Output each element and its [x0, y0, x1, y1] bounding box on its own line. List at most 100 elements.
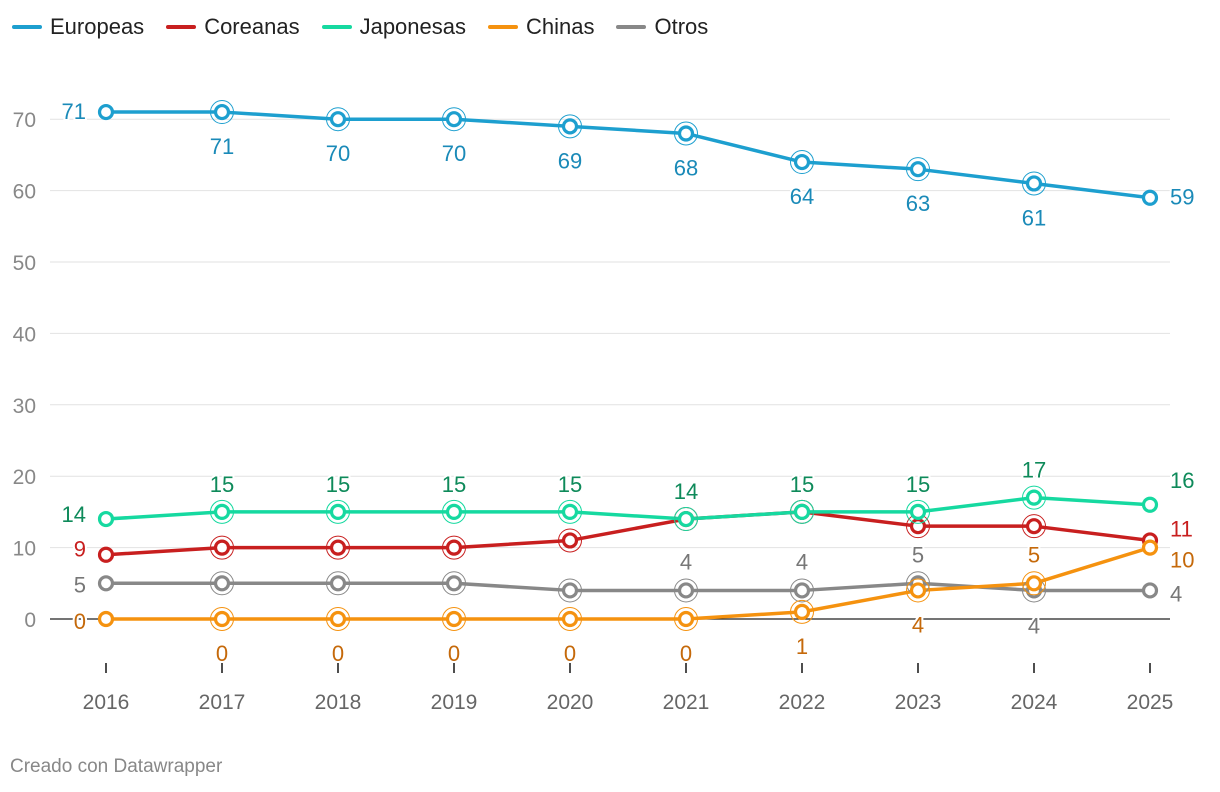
data-label-japonesas: 15: [790, 472, 814, 497]
data-point-coreanas: [1025, 518, 1043, 535]
data-label-chinas: 4: [912, 612, 924, 637]
data-point-japonesas: [677, 510, 695, 528]
data-point-europeas: [561, 118, 579, 135]
data-point-otros: [1141, 582, 1159, 599]
data-label-japonesas: 17: [1022, 458, 1046, 483]
data-point-coreanas: [213, 539, 231, 556]
marker-halo: [442, 499, 466, 524]
data-label-coreanas: 11: [1170, 516, 1193, 541]
series-line-chinas: [104, 545, 1152, 621]
marker-halo: [1022, 485, 1046, 510]
x-tick-label: 2023: [895, 691, 942, 714]
x-tick-label: 2020: [547, 691, 594, 714]
marker-halo: [326, 571, 350, 596]
data-label-otros: 4: [1028, 613, 1040, 638]
legend-item-europeas: Europeas: [12, 14, 144, 40]
data-point-otros: [329, 575, 347, 592]
marker-halo: [674, 507, 698, 532]
y-tick-label: 50: [13, 252, 36, 275]
data-label-japonesas: 14: [62, 502, 86, 527]
y-tick-label: 0: [24, 609, 36, 632]
legend-item-chinas: Chinas: [488, 14, 594, 40]
data-point-europeas: [909, 161, 927, 178]
data-point-japonesas: [445, 503, 463, 520]
data-point-coreanas: [445, 539, 463, 556]
marker-halo: [1022, 171, 1046, 196]
data-label-chinas: 0: [74, 609, 86, 634]
data-point-otros: [793, 582, 811, 599]
data-label-europeas: 71: [210, 134, 234, 159]
data-point-europeas: [677, 125, 695, 142]
legend-swatch: [616, 25, 647, 29]
series-line-japonesas: [104, 495, 1152, 521]
data-label-japonesas: 16: [1170, 468, 1194, 493]
data-point-otros: [445, 575, 463, 592]
marker-halo: [1022, 571, 1046, 596]
marker-halo: [210, 100, 234, 125]
marker-halo: [558, 114, 582, 139]
data-point-japonesas: [909, 503, 927, 520]
data-point-otros: [97, 575, 115, 592]
data-label-chinas: 0: [448, 641, 460, 666]
marker-halo: [558, 528, 582, 553]
marker-halo: [906, 157, 930, 182]
data-point-japonesas: [213, 503, 231, 520]
data-point-chinas: [793, 603, 811, 620]
legend-item-japonesas: Japonesas: [321, 14, 466, 40]
data-label-chinas: 0: [680, 641, 692, 666]
data-label-japonesas: 14: [674, 479, 698, 504]
data-point-coreanas: [97, 546, 115, 563]
data-point-japonesas: [97, 510, 115, 528]
data-label-otros: 4: [680, 549, 692, 574]
marker-halo: [210, 499, 234, 524]
marker-halo: [210, 535, 234, 560]
data-label-japonesas: 15: [558, 472, 582, 497]
data-point-chinas: [445, 610, 463, 628]
data-point-otros: [213, 575, 231, 592]
legend-label: Japonesas: [359, 14, 466, 39]
data-label-europeas: 61: [1022, 205, 1046, 230]
data-point-coreanas: [329, 539, 347, 556]
x-tick-label: 2024: [1011, 691, 1058, 714]
legend-swatch: [166, 25, 197, 29]
marker-halo: [790, 150, 814, 175]
data-label-japonesas: 15: [210, 472, 234, 497]
y-tick-label: 30: [13, 395, 36, 418]
data-label-europeas: 71: [62, 99, 86, 124]
data-label-europeas: 59: [1170, 185, 1194, 210]
marker-halo: [674, 607, 698, 631]
marker-halo: [442, 571, 466, 596]
data-point-chinas: [677, 610, 695, 628]
x-tick-label: 2018: [315, 691, 362, 714]
data-point-europeas: [329, 111, 347, 128]
data-label-europeas: 70: [442, 141, 466, 166]
data-label-japonesas: 15: [906, 472, 930, 497]
legend-label: Otros: [654, 14, 709, 39]
legend-swatch: [12, 25, 42, 29]
data-point-coreanas: [909, 518, 927, 535]
marker-halo: [674, 121, 698, 146]
data-point-otros: [677, 582, 695, 599]
data-point-chinas: [1025, 575, 1043, 592]
legend: Europeas Coreanas Japonesas Chinas Otros: [12, 14, 708, 40]
data-point-japonesas: [1025, 489, 1043, 506]
marker-halo: [906, 499, 930, 524]
data-label-europeas: 64: [790, 184, 814, 209]
legend-swatch: [488, 25, 518, 29]
data-point-chinas: [1141, 539, 1159, 556]
x-tick-label: 2016: [83, 691, 130, 714]
marker-halo: [906, 578, 930, 603]
marker-halo: [326, 607, 350, 631]
marker-halo: [442, 607, 466, 631]
data-label-otros: 5: [74, 572, 86, 597]
legend-label: Chinas: [526, 14, 595, 39]
data-point-japonesas: [329, 503, 347, 520]
data-point-chinas: [909, 582, 927, 599]
data-label-japonesas: 15: [326, 472, 350, 497]
marker-halo: [210, 607, 234, 631]
data-label-otros: 5: [912, 542, 924, 567]
x-tick-label: 2021: [663, 691, 710, 714]
marker-halo: [442, 535, 466, 560]
data-point-coreanas: [561, 532, 579, 549]
